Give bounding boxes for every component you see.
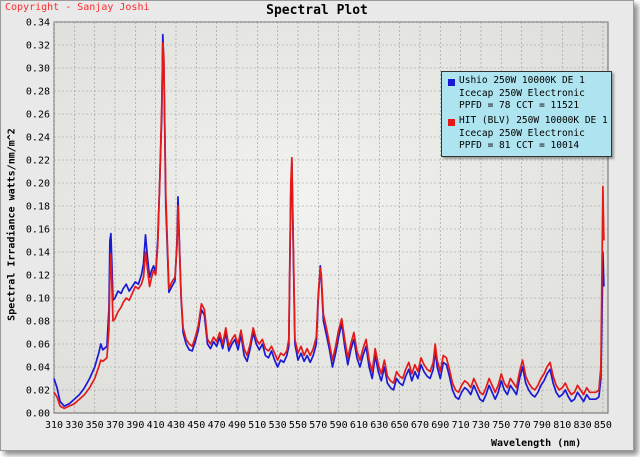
x-tick-label: 470 xyxy=(208,420,226,431)
legend: Ushio 250W 10000K DE 1 Icecap 250W Elect… xyxy=(441,71,612,157)
x-tick-label: 570 xyxy=(309,420,327,431)
y-tick-label: 0.08 xyxy=(26,317,50,328)
y-tick-label: 0.16 xyxy=(26,225,50,236)
y-tick-label: 0.14 xyxy=(26,248,50,259)
x-tick-label: 850 xyxy=(594,420,612,431)
y-tick-label: 0.18 xyxy=(26,202,50,213)
x-tick-label: 310 xyxy=(45,420,63,431)
x-tick-label: 330 xyxy=(65,420,83,431)
y-tick-labels: 0.02 0.04 0.06 0.08 0.10 0.12 0.14 0.16 0.18 0.20… xyxy=(26,18,50,420)
chart-title: Spectral Plot xyxy=(266,3,368,18)
y-tick-label: 0.32 xyxy=(26,41,50,52)
x-tick-label: 350 xyxy=(86,420,104,431)
series-layer xyxy=(53,33,605,410)
x-tick-label: 590 xyxy=(330,420,348,431)
x-tick-label: 410 xyxy=(147,420,165,431)
x-tick-label: 450 xyxy=(187,420,205,431)
x-tick-label: 490 xyxy=(228,420,246,431)
legend-swatch-ushio xyxy=(448,79,455,86)
y-tick-label: 0.02 xyxy=(26,386,50,397)
x-tick-label: 690 xyxy=(431,420,449,431)
x-tick-labels: 310 330 350 370 390 410 430 450 470 490 510 530 550 5… xyxy=(45,420,612,431)
y-tick-label: 0.04 xyxy=(26,363,50,374)
legend-swatch-hit xyxy=(448,119,455,126)
y-tick-label: 0.28 xyxy=(26,87,50,98)
x-tick-label: 710 xyxy=(452,420,470,431)
series-line-ushio xyxy=(53,33,605,407)
y-tick-label: 0.30 xyxy=(26,64,50,75)
x-axis-label: Wavelength (nm) xyxy=(491,438,582,449)
y-tick-label: 0.34 xyxy=(26,18,50,29)
x-tick-label: 370 xyxy=(106,420,124,431)
x-tick-label: 550 xyxy=(289,420,307,431)
x-tick-label: 650 xyxy=(391,420,409,431)
x-tick-label: 790 xyxy=(533,420,551,431)
y-tick-label: 0.24 xyxy=(26,133,50,144)
y-tick-label: 0.12 xyxy=(26,271,50,282)
x-tick-label: 530 xyxy=(269,420,287,431)
x-tick-label: 670 xyxy=(411,420,429,431)
x-tick-label: 730 xyxy=(472,420,490,431)
y-tick-label: 0.00 xyxy=(26,409,50,420)
plot-area: 0.02 0.04 0.06 0.08 0.10 0.12 0.14 0.16 0.18 0.20… xyxy=(26,18,612,432)
x-tick-label: 510 xyxy=(248,420,266,431)
x-tick-label: 430 xyxy=(167,420,185,431)
y-tick-label: 0.22 xyxy=(26,156,50,167)
x-tick-label: 750 xyxy=(492,420,510,431)
x-tick-label: 390 xyxy=(126,420,144,431)
x-tick-label: 810 xyxy=(553,420,571,431)
x-tick-label: 830 xyxy=(574,420,592,431)
y-tick-label: 0.20 xyxy=(26,179,50,190)
copyright-text: Copyright - Sanjay Joshi xyxy=(5,2,150,13)
y-tick-label: 0.06 xyxy=(26,340,50,351)
x-tick-label: 630 xyxy=(370,420,388,431)
x-tick-label: 610 xyxy=(350,420,368,431)
x-tick-label: 770 xyxy=(513,420,531,431)
chart-frame: Copyright - Sanjay Joshi Spectral Plot S… xyxy=(0,0,634,451)
y-tick-label: 0.10 xyxy=(26,294,50,305)
y-tick-label: 0.26 xyxy=(26,110,50,121)
legend-label-ushio: Ushio 250W 10000K DE 1 Icecap 250W Elect… xyxy=(459,75,585,111)
legend-label-hit: HIT (BLV) 250W 10000K DE 1 Icecap 250W E… xyxy=(459,115,608,151)
series-line-hit xyxy=(53,41,605,410)
